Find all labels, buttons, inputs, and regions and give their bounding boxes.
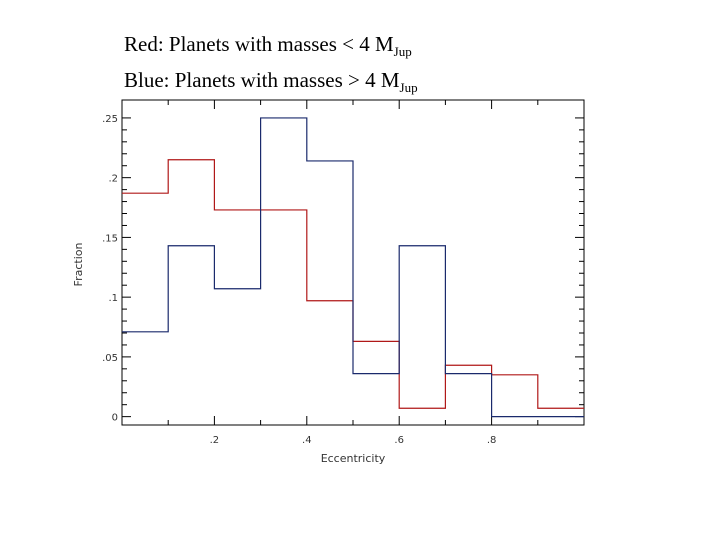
legend-red-subscript: Jup xyxy=(393,44,412,59)
y-tick-label: .2 xyxy=(108,174,118,185)
y-tick-label: .05 xyxy=(102,353,118,364)
legend-red-text: Red: Planets with masses < 4 M xyxy=(124,32,394,56)
legend-blue-text: Blue: Planets with masses > 4 M xyxy=(124,68,400,92)
x-tick-label: .8 xyxy=(487,435,497,446)
legend-blue-entry: Blue: Planets with masses > 4 MJup xyxy=(124,66,418,102)
series-high-mass-step xyxy=(122,117,584,418)
series-layer xyxy=(122,117,584,418)
x-tick-label: .4 xyxy=(302,435,312,446)
x-axis-label: Eccentricity xyxy=(321,452,386,465)
axis-ticks: .2 .4 .6 .8 0 .05 .1 .15 .2 .25 xyxy=(102,100,585,446)
y-tick-label: .1 xyxy=(108,293,118,304)
y-tick-label: .25 xyxy=(102,114,118,125)
y-tick-label: 0 xyxy=(112,413,118,424)
legend-blue-subscript: Jup xyxy=(399,80,418,95)
chart-caption: Red: Planets with masses < 4 MJup Blue: … xyxy=(124,30,418,102)
y-tick-label: .15 xyxy=(102,233,118,244)
x-tick-label: .6 xyxy=(394,435,404,446)
legend-red-entry: Red: Planets with masses < 4 MJup xyxy=(124,30,418,66)
y-axis-label: Fraction xyxy=(72,243,85,287)
x-tick-label: .2 xyxy=(210,435,220,446)
